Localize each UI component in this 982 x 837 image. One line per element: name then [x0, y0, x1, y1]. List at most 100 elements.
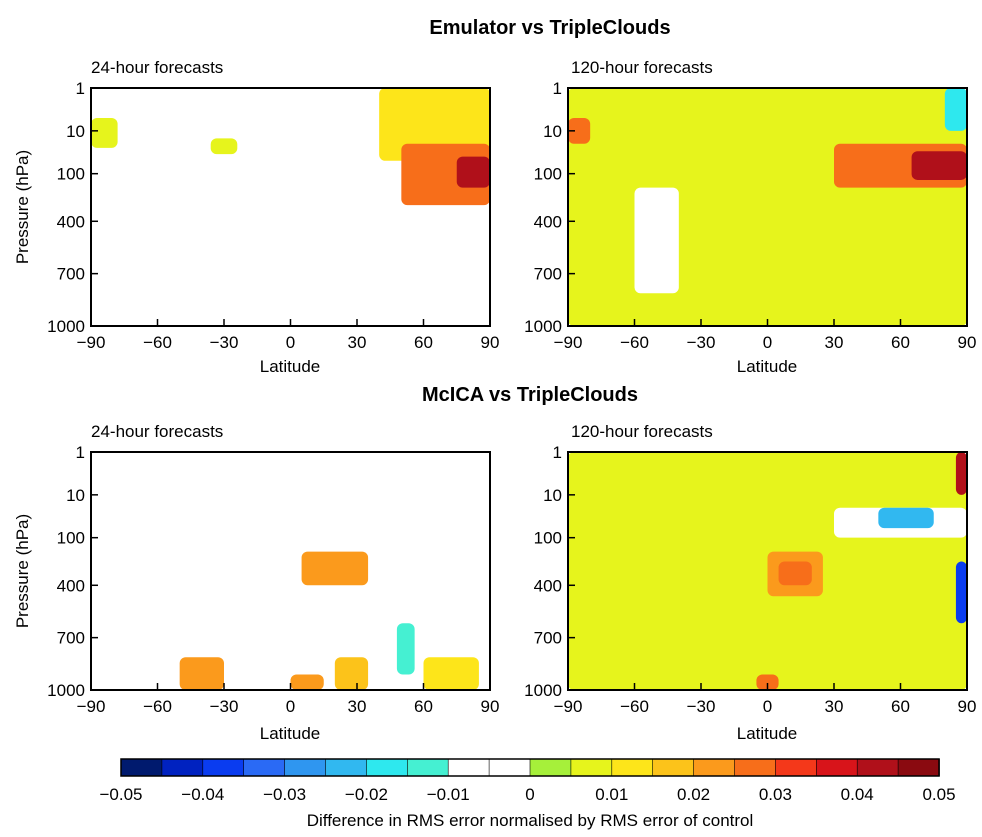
- contour-region: [745, 143, 812, 165]
- y-tick-label: 100: [534, 529, 562, 548]
- group-title-top: Emulator vs TripleClouds: [429, 17, 670, 39]
- y-tick-label: 1: [553, 79, 562, 98]
- x-tick-label: −30: [210, 697, 239, 716]
- x-tick-label: 60: [414, 333, 433, 352]
- x-tick-label: 30: [825, 333, 844, 352]
- colorbar-tick-label: 0.01: [595, 785, 628, 804]
- panel-cells: [91, 88, 490, 319]
- y-tick-label: 1000: [47, 681, 85, 700]
- y-tick-label: 700: [534, 629, 562, 648]
- contour-region: [634, 187, 679, 294]
- contour-region: [456, 156, 490, 188]
- colorbar-swatches: [120, 758, 940, 777]
- contour-region: [301, 551, 369, 586]
- y-tick-label: 400: [57, 212, 85, 231]
- x-tick-label: 90: [481, 333, 500, 352]
- colorbar-swatch: [652, 758, 695, 777]
- colorbar-tick-label: −0.02: [345, 785, 388, 804]
- contour-region: [334, 657, 369, 690]
- y-axis-label: Pressure (hPa): [13, 514, 32, 628]
- panel-emulator-120h: 120-hour forecasts −90 −60 −30 0 30 60 90 1 10 10…: [524, 58, 976, 376]
- x-tick-label: −60: [620, 697, 649, 716]
- colorbar-swatch: [366, 758, 409, 777]
- colorbar-swatch: [284, 758, 327, 777]
- panel-title: 24-hour forecasts: [91, 422, 223, 441]
- colorbar-swatch: [611, 758, 654, 777]
- contour-region: [756, 674, 779, 690]
- colorbar-tick-label: 0.02: [677, 785, 710, 804]
- y-tick-label: 100: [57, 529, 85, 548]
- colorbar-tick-label: −0.05: [99, 785, 142, 804]
- y-tick-label: 1000: [524, 681, 562, 700]
- colorbar-swatch: [406, 758, 449, 777]
- y-tick-label: 1: [76, 79, 85, 98]
- x-tick-label: 90: [481, 697, 500, 716]
- x-axis-label: Latitude: [737, 357, 798, 376]
- colorbar-swatch: [815, 758, 858, 777]
- x-axis-label: Latitude: [260, 357, 321, 376]
- colorbar-tick-label: 0.05: [922, 785, 955, 804]
- x-tick-label: −90: [554, 697, 583, 716]
- colorbar-swatch: [897, 758, 940, 777]
- colorbar-tick-label: 0.04: [841, 785, 874, 804]
- panel-title: 120-hour forecasts: [571, 58, 713, 77]
- contour-region: [944, 88, 967, 131]
- x-tick-label: −30: [687, 333, 716, 352]
- contour-region: [263, 197, 304, 217]
- colorbar-tick-label: 0: [525, 785, 534, 804]
- contour-region: [878, 507, 934, 529]
- colorbar-swatch: [775, 758, 818, 777]
- contour-region: [423, 657, 479, 690]
- y-tick-label: 10: [543, 122, 562, 141]
- colorbar-swatch: [325, 758, 368, 777]
- y-tick-label: 1000: [524, 317, 562, 336]
- contour-region: [656, 160, 701, 188]
- y-tick-label: 100: [57, 165, 85, 184]
- contour-region: [955, 452, 967, 495]
- panel-cells: [568, 452, 967, 690]
- y-tick-label: 400: [534, 212, 562, 231]
- x-tick-label: 0: [286, 697, 295, 716]
- panel-cells: [102, 481, 490, 690]
- contour-region: [396, 623, 415, 675]
- y-tick-label: 100: [534, 165, 562, 184]
- contour-region: [179, 657, 224, 690]
- contour-region: [102, 569, 118, 581]
- x-tick-label: −60: [143, 697, 172, 716]
- colorbar-ticks: −0.05 −0.04 −0.03 −0.02 −0.01 0 0.01 0.02 0.03 0.…: [99, 785, 955, 804]
- x-axis-label: Latitude: [260, 724, 321, 743]
- contour-region: [210, 138, 238, 155]
- contour-region: [290, 674, 324, 690]
- contour-region: [379, 88, 490, 161]
- colorbar-swatch: [488, 758, 531, 777]
- y-tick-label: 10: [66, 486, 85, 505]
- panel-mcica-24h: 24-hour forecasts −90 −60 −30 0 30 60 90 1 10 100…: [13, 422, 499, 743]
- colorbar-tick-label: −0.04: [181, 785, 224, 804]
- x-tick-label: 30: [825, 697, 844, 716]
- colorbar-swatch: [734, 758, 777, 777]
- x-tick-label: 60: [414, 697, 433, 716]
- colorbar-label: Difference in RMS error normalised by RM…: [307, 811, 754, 830]
- panel-ticks: −90 −60 −30 0 30 60 90 1 10 100 400 700 1000: [47, 79, 499, 352]
- x-axis-label: Latitude: [737, 724, 798, 743]
- colorbar-swatch: [529, 758, 572, 777]
- y-tick-label: 1: [76, 443, 85, 462]
- colorbar: −0.05 −0.04 −0.03 −0.02 −0.01 0 0.01 0.02 0.03 0.…: [99, 758, 956, 830]
- colorbar-swatch: [161, 758, 204, 777]
- y-tick-label: 400: [534, 576, 562, 595]
- y-tick-label: 700: [57, 629, 85, 648]
- colorbar-tick-label: 0.03: [759, 785, 792, 804]
- x-tick-label: −90: [77, 697, 106, 716]
- x-tick-label: 0: [763, 333, 772, 352]
- colorbar-swatch: [243, 758, 286, 777]
- y-tick-label: 1: [553, 443, 562, 462]
- x-tick-label: −60: [143, 333, 172, 352]
- contour-region: [911, 151, 967, 180]
- colorbar-swatch: [693, 758, 736, 777]
- colorbar-frame: [120, 758, 940, 777]
- x-tick-label: −30: [210, 333, 239, 352]
- colorbar-tick-label: −0.01: [427, 785, 470, 804]
- x-tick-label: 90: [958, 697, 977, 716]
